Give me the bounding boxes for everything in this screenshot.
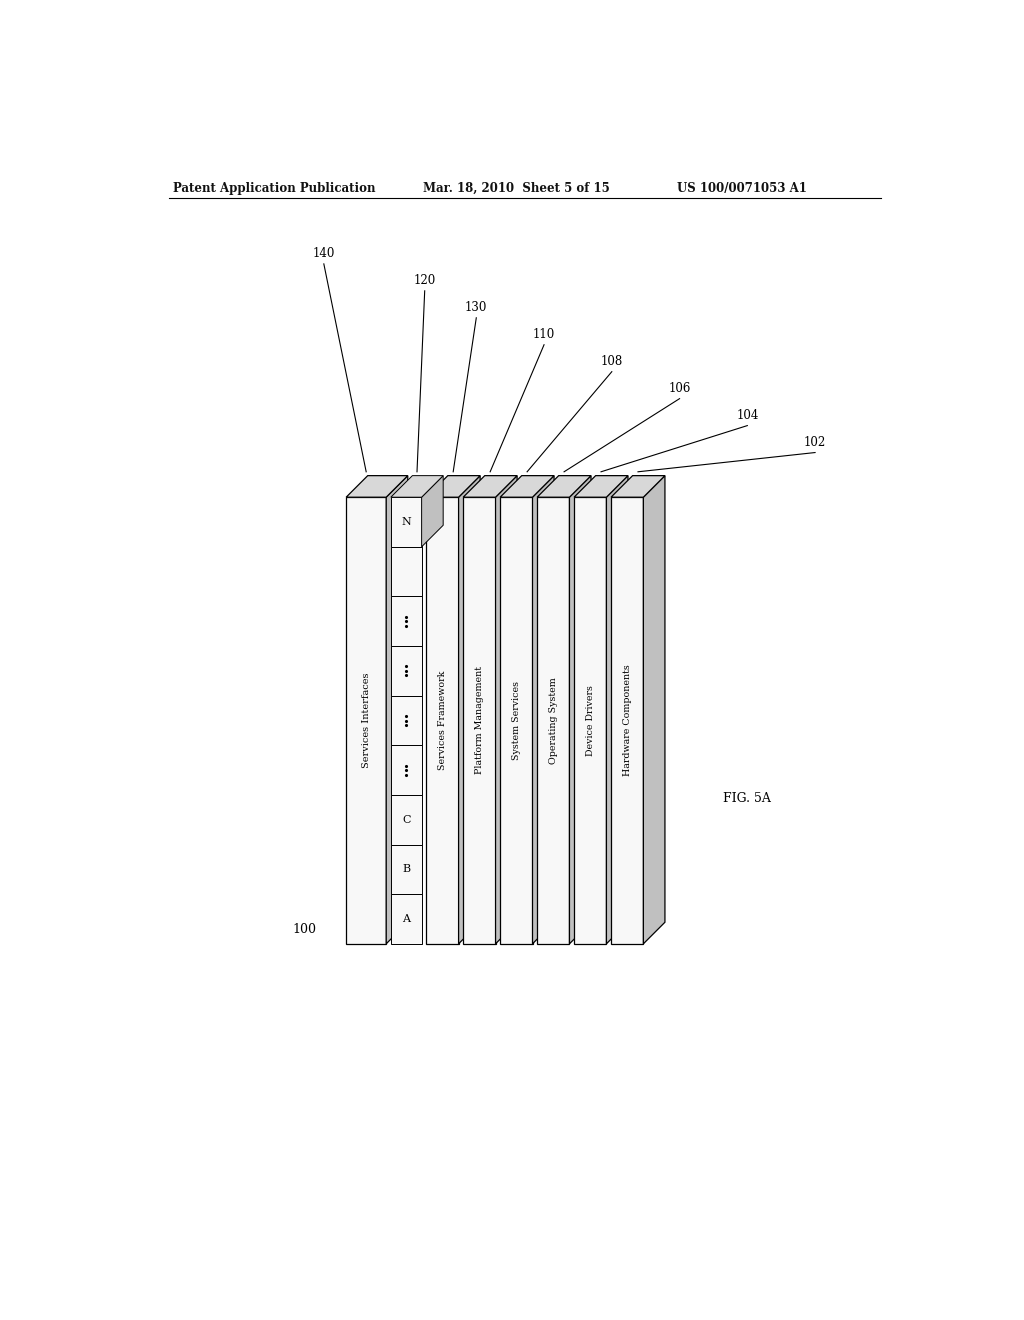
Polygon shape xyxy=(532,475,554,944)
Text: 110: 110 xyxy=(532,327,555,341)
Polygon shape xyxy=(606,475,628,944)
Polygon shape xyxy=(574,498,606,944)
Polygon shape xyxy=(538,475,591,498)
Text: Platform Management: Platform Management xyxy=(475,667,484,775)
Text: FIG. 5A: FIG. 5A xyxy=(724,792,771,805)
Text: 106: 106 xyxy=(669,381,691,395)
Text: System Services: System Services xyxy=(512,681,521,760)
Text: Hardware Components: Hardware Components xyxy=(623,665,632,776)
Polygon shape xyxy=(391,546,422,597)
Text: B: B xyxy=(402,865,411,874)
Polygon shape xyxy=(611,498,643,944)
Text: N: N xyxy=(401,517,411,527)
Polygon shape xyxy=(391,894,422,944)
Polygon shape xyxy=(391,498,422,546)
Text: Services Interfaces: Services Interfaces xyxy=(361,673,371,768)
Polygon shape xyxy=(459,475,480,944)
Polygon shape xyxy=(426,498,459,944)
Polygon shape xyxy=(500,475,554,498)
Text: 104: 104 xyxy=(736,409,759,422)
Polygon shape xyxy=(538,498,569,944)
Polygon shape xyxy=(611,475,665,498)
Polygon shape xyxy=(463,498,496,944)
Text: C: C xyxy=(402,814,411,825)
Text: Operating System: Operating System xyxy=(549,677,558,764)
Polygon shape xyxy=(391,475,443,498)
Polygon shape xyxy=(569,475,591,944)
Polygon shape xyxy=(391,696,422,746)
Polygon shape xyxy=(346,498,386,944)
Text: US 100/0071053 A1: US 100/0071053 A1 xyxy=(677,182,807,194)
Polygon shape xyxy=(346,475,408,498)
Text: Services Framework: Services Framework xyxy=(438,671,446,770)
Polygon shape xyxy=(500,498,532,944)
Polygon shape xyxy=(391,746,422,795)
Polygon shape xyxy=(574,475,628,498)
Text: 130: 130 xyxy=(465,301,487,314)
Polygon shape xyxy=(463,475,517,498)
Text: 120: 120 xyxy=(414,275,436,286)
Polygon shape xyxy=(643,475,665,944)
Text: 102: 102 xyxy=(804,436,826,449)
Polygon shape xyxy=(391,795,422,845)
Polygon shape xyxy=(391,597,422,645)
Polygon shape xyxy=(391,845,422,894)
Polygon shape xyxy=(496,475,517,944)
Text: 140: 140 xyxy=(312,247,335,260)
Polygon shape xyxy=(426,475,480,498)
Polygon shape xyxy=(422,475,443,546)
Text: Mar. 18, 2010  Sheet 5 of 15: Mar. 18, 2010 Sheet 5 of 15 xyxy=(423,182,610,194)
Polygon shape xyxy=(386,475,408,944)
Text: A: A xyxy=(402,913,411,924)
Text: 100: 100 xyxy=(292,923,316,936)
Text: Device Drivers: Device Drivers xyxy=(586,685,595,756)
Text: 108: 108 xyxy=(601,355,623,368)
Text: Patent Application Publication: Patent Application Publication xyxy=(173,182,376,194)
Polygon shape xyxy=(391,645,422,696)
